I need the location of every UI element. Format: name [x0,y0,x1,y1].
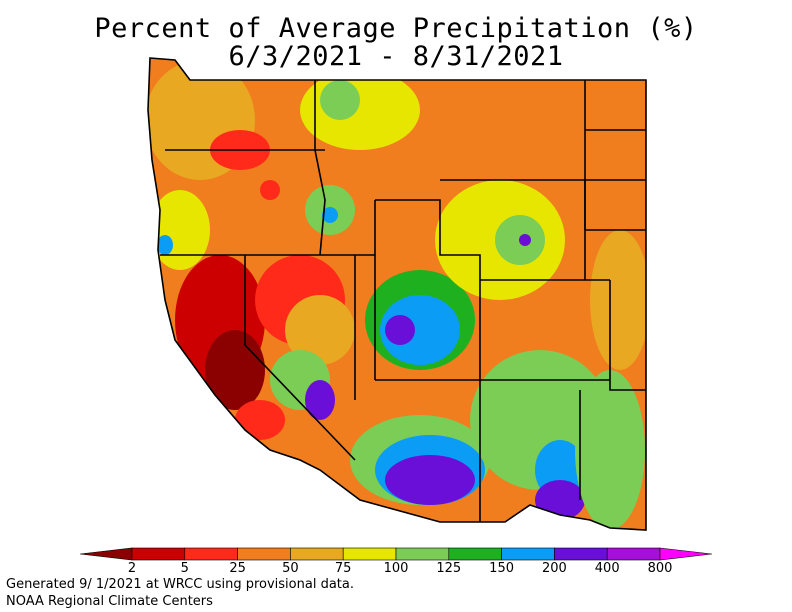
legend-tick-label: 50 [282,561,299,576]
state-borders [147,57,647,531]
precipitation-field [148,58,646,530]
patch-idaho-blue [322,207,338,223]
legend-tick-label: 150 [489,561,515,576]
patch-montana-green [320,80,360,120]
patch-california-deep [205,330,265,410]
legend-colorbar [79,547,713,561]
patch-wyoming-purple [519,234,531,246]
legend-tick-label: 100 [383,561,409,576]
patch-coast-blue [157,235,173,255]
patch-newmexico-purple [535,480,585,520]
border-ca-nv [244,255,356,461]
map-title: Percent of Average Precipitation (%) [94,13,698,44]
patch-arizona-purple [385,455,475,505]
patch-socal-red [235,400,285,440]
legend-arrow-high [659,547,713,561]
source-credit: NOAA Regional Climate Centers [6,594,213,609]
patch-montana-yellow [300,70,420,150]
patch-plains-orange [590,230,646,370]
patch-texas-green [575,370,645,530]
legend-tick-label: 800 [647,561,673,576]
map-date-range: 6/3/2021 - 8/31/2021 [228,41,564,72]
generated-note: Generated 9/ 1/2021 at WRCC using provis… [6,577,354,592]
legend-tick-label: 200 [541,561,567,576]
patch-nevada-orange [285,295,355,365]
legend-tick-label: 2 [127,561,137,576]
legend-swatch [342,547,397,561]
border-id-west [314,80,326,256]
border-ut-outline [375,199,481,380]
legend-tick-label: 75 [334,561,352,576]
legend-tick-label: 125 [436,561,462,576]
legend-arrow-low [79,547,133,561]
outer-border [147,57,647,531]
legend-tick-label: 25 [229,561,246,576]
patch-oregon-red-2 [260,180,280,200]
legend-swatch [606,547,661,561]
patch-nevada-purple [305,380,335,420]
border-co-east [609,280,646,391]
legend-tick-label: 400 [594,561,620,576]
legend-swatch [184,547,238,561]
legend-swatch [237,547,291,561]
patch-utah-blue [380,295,460,365]
legend-swatch [290,547,344,561]
legend-swatch [395,547,450,561]
legend-swatch [131,547,186,561]
legend-swatch [501,547,555,561]
legend-tick-label: 5 [180,561,189,576]
legend-swatch [554,547,608,561]
patch-utah-purple [385,315,415,345]
legend-swatch [448,547,502,561]
